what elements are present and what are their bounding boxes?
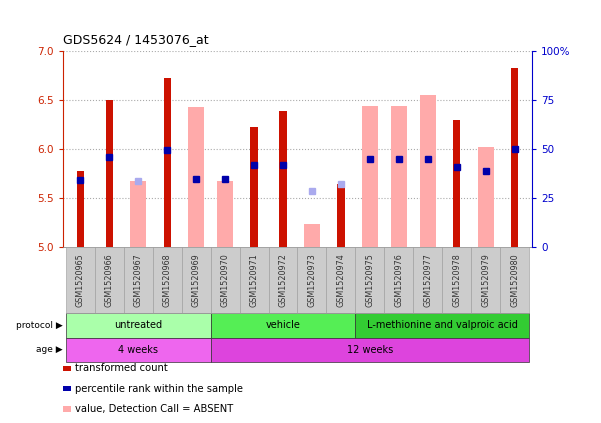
Text: GSM1520969: GSM1520969 (192, 253, 201, 307)
Bar (391, 106, 407, 247)
Bar (511, 69, 518, 247)
Bar (362, 106, 378, 247)
Text: untreated: untreated (114, 320, 162, 330)
Bar (106, 100, 113, 247)
Text: vehicle: vehicle (266, 320, 300, 330)
Text: GSM1520970: GSM1520970 (221, 253, 230, 307)
Bar (188, 107, 204, 247)
Text: 12 weeks: 12 weeks (347, 345, 393, 355)
Bar (217, 181, 233, 247)
Bar (251, 127, 258, 247)
Bar (453, 120, 460, 247)
Text: GSM1520980: GSM1520980 (510, 253, 519, 307)
Text: protocol ▶: protocol ▶ (16, 321, 63, 330)
Text: GSM1520975: GSM1520975 (365, 253, 374, 307)
Text: percentile rank within the sample: percentile rank within the sample (75, 384, 243, 394)
Text: value, Detection Call = ABSENT: value, Detection Call = ABSENT (75, 404, 233, 414)
Text: GSM1520973: GSM1520973 (308, 253, 317, 307)
Bar (163, 78, 171, 247)
Bar (478, 147, 493, 247)
Bar (337, 184, 344, 247)
Bar (279, 111, 287, 247)
Text: GSM1520979: GSM1520979 (481, 253, 490, 307)
Text: 4 weeks: 4 weeks (118, 345, 158, 355)
Text: GDS5624 / 1453076_at: GDS5624 / 1453076_at (63, 33, 209, 47)
Text: GSM1520977: GSM1520977 (423, 253, 432, 307)
Text: GSM1520967: GSM1520967 (134, 253, 143, 307)
Bar (77, 171, 84, 247)
Text: GSM1520968: GSM1520968 (163, 253, 172, 307)
Text: GSM1520965: GSM1520965 (76, 253, 85, 307)
Text: GSM1520966: GSM1520966 (105, 253, 114, 307)
Bar (419, 95, 436, 247)
Text: GSM1520976: GSM1520976 (394, 253, 403, 307)
Text: GSM1520974: GSM1520974 (337, 253, 346, 307)
Text: GSM1520971: GSM1520971 (249, 253, 258, 307)
Bar (304, 224, 320, 247)
Bar (130, 181, 146, 247)
Text: L-methionine and valproic acid: L-methionine and valproic acid (367, 320, 517, 330)
Text: GSM1520972: GSM1520972 (278, 253, 287, 307)
Text: age ▶: age ▶ (37, 345, 63, 354)
Text: transformed count: transformed count (75, 363, 168, 374)
Text: GSM1520978: GSM1520978 (452, 253, 461, 307)
